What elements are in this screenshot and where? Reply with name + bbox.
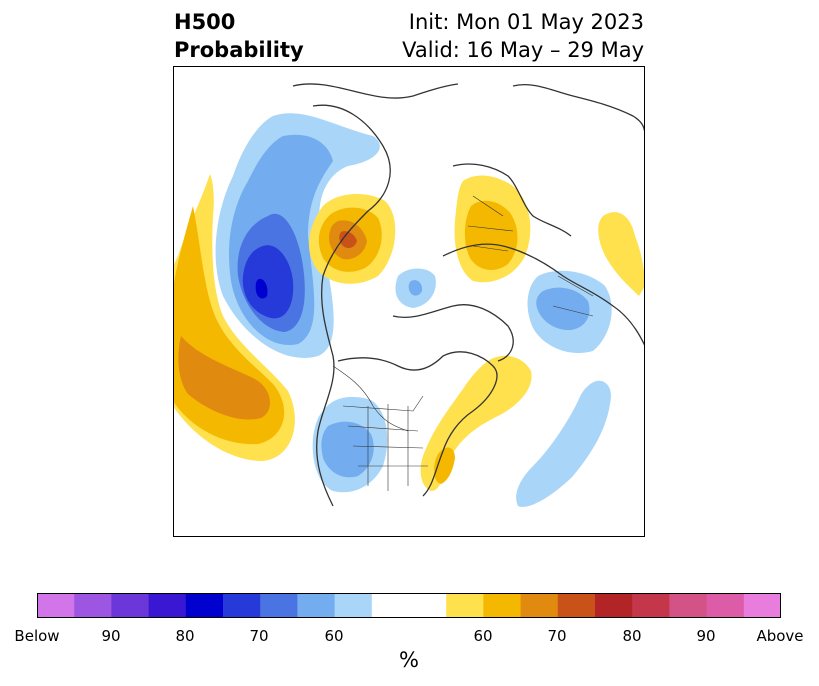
map [173,66,645,537]
colorbar-cell [632,593,670,618]
political-borders [332,195,594,491]
colorbar-cell [371,593,447,618]
colorbar-cell [260,593,298,618]
colorbar-cell [74,593,112,618]
title-line-1: H500 [174,10,236,34]
colorbar-cell [706,593,745,618]
colorbar-cell [148,593,187,618]
init-date: Init: Mon 01 May 2023 [408,10,644,34]
colorbar-cell [37,593,75,618]
colorbar-tick-above-70: 70 [547,627,567,645]
map-border [173,66,645,537]
above-anomaly-pacific [173,174,295,461]
colorbar-tick-below-70: 70 [249,627,269,645]
colorbar-tick-above: Above [756,627,804,645]
colorbar-cell [297,593,336,618]
colorbar-tick-above-60: 60 [473,627,493,645]
colorbar-cell [185,593,224,618]
colorbar-cell [223,593,261,618]
colorbar-cell [446,593,484,618]
colorbar-cell [669,593,708,618]
colorbar [37,593,781,618]
above-anomaly-canada [308,194,396,284]
above-anomaly-eastern-us [420,355,532,491]
colorbar-cell [111,593,150,618]
colorbar-cell [334,593,373,618]
colorbar-tick-below-80: 80 [175,627,195,645]
above-anomaly-east-asia [598,212,645,296]
date-info: Init: Mon 01 May 2023 Valid: 16 May – 29… [402,8,644,64]
below-anomaly-atlantic [516,380,611,507]
valid-date: Valid: 16 May – 29 May [402,38,644,62]
colorbar-cell [520,593,559,618]
coastlines [292,83,645,507]
colorbar-cell [483,593,522,618]
colorbar-tick-above-90: 90 [696,627,716,645]
below-anomaly-arctic-core [408,280,423,296]
below-anomaly-pacific [215,113,380,358]
below-anomaly-western-us [312,396,388,493]
colorbar-unit: % [399,648,419,672]
colorbar-tick-below-90: 90 [101,627,121,645]
colorbar-cell [743,593,781,618]
colorbar-tick-above-80: 80 [622,627,642,645]
colorbar-cell [595,593,633,618]
colorbar-cell [557,593,596,618]
colorbar-tick-below-60: 60 [324,627,344,645]
chart-title: H500 Probability [174,8,304,64]
colorbar-tick-below: Below [14,627,60,645]
title-line-2: Probability [174,38,304,62]
